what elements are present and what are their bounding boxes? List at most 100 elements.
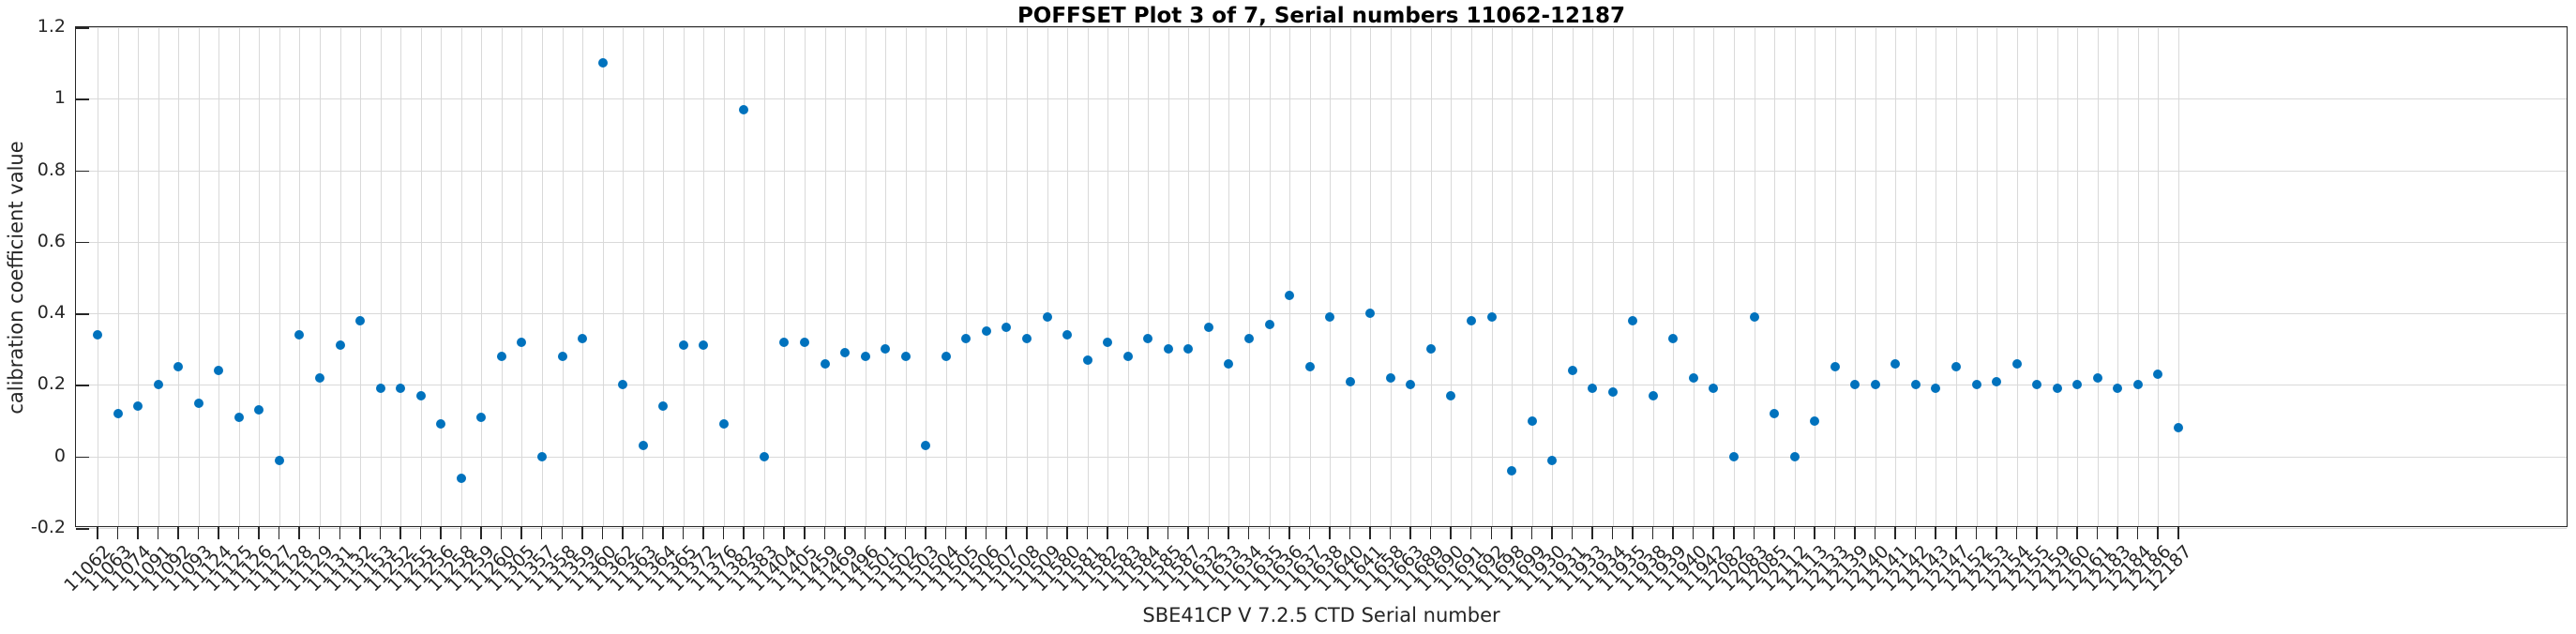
y-tick-mark <box>76 385 89 386</box>
y-tick-label: 0 <box>53 445 66 466</box>
x-tick-mark <box>2096 527 2099 539</box>
gridline-x <box>1652 27 1654 526</box>
x-tick-mark <box>1632 527 1634 539</box>
gridline-x <box>744 27 746 526</box>
x-tick-mark <box>116 527 119 539</box>
gridline-x <box>1633 27 1634 526</box>
data-point <box>557 351 567 361</box>
gridline-x <box>380 27 382 526</box>
data-point <box>1668 333 1679 343</box>
data-point <box>214 366 224 376</box>
gridline-x <box>1188 27 1190 526</box>
x-tick-mark <box>500 527 503 539</box>
x-tick-mark <box>682 527 685 539</box>
y-axis-label: calibration coefficient value <box>5 141 27 415</box>
gridline-x <box>966 27 968 526</box>
x-tick-mark <box>1753 527 1755 539</box>
x-tick-mark <box>2076 527 2078 539</box>
gridline-x <box>198 27 200 526</box>
x-tick-mark <box>2177 527 2179 539</box>
data-point <box>133 401 143 412</box>
data-point <box>1143 333 1153 343</box>
x-tick-mark <box>1450 527 1452 539</box>
x-tick-mark <box>1975 527 1978 539</box>
gridline-x <box>723 27 725 526</box>
x-tick-mark <box>1268 527 1271 539</box>
gridline-x <box>299 27 301 526</box>
x-tick-mark <box>743 527 745 539</box>
data-point <box>2092 372 2102 383</box>
gridline-x <box>1895 27 1897 526</box>
y-tick-label: -0.2 <box>30 517 66 537</box>
x-tick-mark <box>1207 527 1210 539</box>
chart-title: POFFSET Plot 3 of 7, Serial numbers 1106… <box>1017 4 1626 28</box>
x-tick-mark <box>1187 527 1189 539</box>
x-tick-mark <box>1571 527 1574 539</box>
gridline-x <box>481 27 483 526</box>
x-tick-mark <box>419 527 422 539</box>
data-point <box>1345 376 1355 386</box>
data-point <box>1992 376 2002 386</box>
data-point <box>335 340 345 351</box>
data-point <box>415 390 426 400</box>
data-point <box>961 333 972 343</box>
y-tick-mark <box>76 528 89 530</box>
gridline-x <box>1470 27 1472 526</box>
data-point <box>1002 323 1012 333</box>
data-point <box>1183 344 1194 355</box>
data-point <box>517 337 527 347</box>
data-point <box>1264 319 1274 329</box>
y-tick-label: 0.2 <box>37 373 66 395</box>
x-tick-mark <box>904 527 907 539</box>
data-point <box>1891 358 1901 369</box>
gridline-x <box>763 27 765 526</box>
gridline-x <box>602 27 604 526</box>
x-tick-mark <box>1692 527 1695 539</box>
gridline-x <box>521 27 523 526</box>
data-point <box>1285 291 1295 301</box>
x-tick-mark <box>1329 527 1331 539</box>
gridline-x <box>1289 27 1291 526</box>
gridline-x <box>1006 27 1008 526</box>
gridline-x <box>2117 27 2119 526</box>
data-point <box>1830 362 1840 372</box>
data-point <box>1547 455 1558 465</box>
gridline-x <box>1208 27 1210 526</box>
gridline-x <box>824 27 826 526</box>
gridline-x <box>1390 27 1392 526</box>
gridline-x <box>319 27 321 526</box>
gridline-x <box>1855 27 1857 526</box>
data-point <box>1385 372 1395 383</box>
gridline-y <box>76 456 2567 458</box>
x-tick-mark <box>1591 527 1593 539</box>
data-point <box>900 351 911 361</box>
data-point <box>1810 415 1820 426</box>
x-tick-mark <box>1672 527 1674 539</box>
y-tick-label: 0.6 <box>37 230 66 251</box>
data-point <box>536 451 547 461</box>
gridline-x <box>1713 27 1715 526</box>
x-tick-mark <box>1611 527 1614 539</box>
data-point <box>476 412 487 422</box>
gridline-x <box>784 27 786 526</box>
x-tick-mark <box>1026 527 1028 539</box>
data-point <box>153 380 163 390</box>
data-point <box>1910 380 1921 390</box>
data-point <box>739 104 749 114</box>
x-tick-mark <box>1409 527 1411 539</box>
data-point <box>1770 408 1780 418</box>
x-tick-mark <box>641 527 644 539</box>
x-tick-mark <box>864 527 866 539</box>
x-tick-mark <box>1793 527 1796 539</box>
x-tick-mark <box>1551 527 1553 539</box>
data-point <box>456 473 466 483</box>
gridline-x <box>541 27 543 526</box>
data-point <box>355 315 366 325</box>
x-tick-mark <box>1773 527 1775 539</box>
x-tick-mark <box>823 527 826 539</box>
x-tick-mark <box>1086 527 1089 539</box>
gridline-x <box>1309 27 1311 526</box>
data-point <box>274 455 284 465</box>
x-tick-mark <box>540 527 543 539</box>
data-point <box>1082 355 1092 365</box>
